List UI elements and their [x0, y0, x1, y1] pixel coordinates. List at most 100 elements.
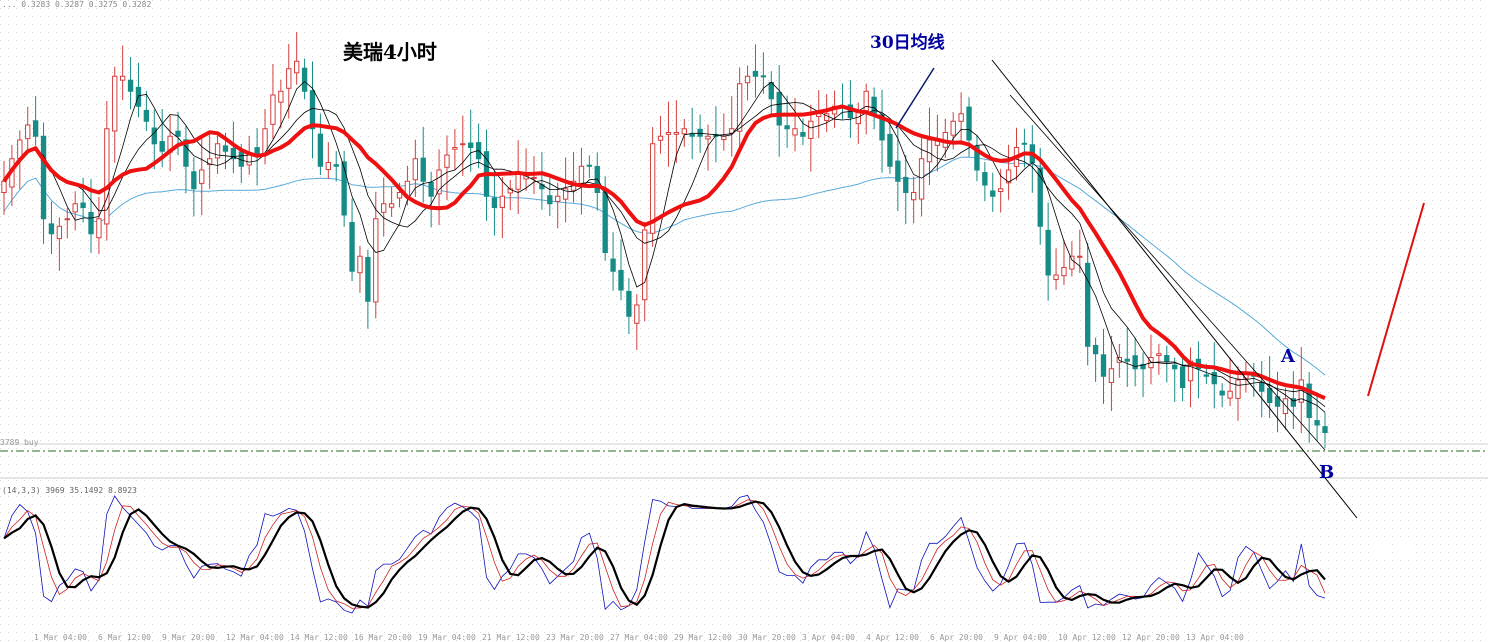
candle-body: [317, 133, 324, 167]
candle-body: [602, 191, 608, 253]
candle-body: [689, 133, 695, 137]
candle-body: [776, 91, 782, 126]
candle-body: [768, 81, 774, 100]
candle-body: [127, 79, 134, 92]
candle-body: [634, 304, 640, 324]
candle-body: [1179, 366, 1186, 388]
candle-body: [507, 188, 513, 194]
candle-body: [151, 127, 157, 145]
candle-body: [214, 143, 221, 159]
candle-body: [1203, 374, 1210, 377]
x-tick-label: 4 Apr 12:00: [866, 633, 919, 642]
candle-body: [1085, 262, 1091, 347]
oscillator-header: (14,3,3) 3969 35.1492 8.8923: [2, 486, 137, 495]
annotation-layer: [895, 59, 1425, 519]
candle-body: [555, 195, 561, 202]
candle-body: [657, 135, 664, 141]
candle-body: [32, 120, 39, 137]
candle-body: [1, 180, 7, 193]
candle-body: [665, 132, 672, 135]
candle-body: [863, 90, 869, 112]
x-tick-label: 9 Mar 20:00: [162, 633, 215, 642]
candle-body: [1156, 353, 1162, 357]
candle-body: [143, 109, 150, 122]
candle-body: [230, 147, 237, 160]
candle-body: [191, 171, 197, 190]
title-box: 美瑞4小时: [340, 32, 482, 96]
candle-body: [895, 160, 901, 182]
candle-body: [460, 143, 466, 146]
candle-body: [199, 169, 205, 184]
candle-body: [808, 120, 814, 139]
candle-body: [760, 75, 767, 78]
candle-body: [412, 158, 419, 181]
x-tick-label: 30 Mar 20:00: [738, 633, 796, 642]
osc-mid-line: [3, 499, 1326, 609]
blank-block: [1374, 542, 1392, 560]
candle-body: [1235, 379, 1241, 399]
candle-body: [436, 169, 442, 195]
candle-body: [784, 125, 790, 130]
candle-body: [515, 173, 521, 190]
candle-body: [1045, 229, 1051, 276]
candle-body: [72, 203, 78, 213]
candle-body: [1005, 169, 1012, 184]
candle-body: [1061, 267, 1067, 277]
x-tick-label: 21 Mar 12:00: [482, 633, 540, 642]
candle-body: [800, 132, 806, 137]
candle-body: [333, 164, 339, 167]
candle-body: [270, 94, 276, 125]
candle-body: [982, 172, 988, 186]
candle-body: [183, 139, 189, 167]
candle-body: [222, 145, 229, 152]
candle-body: [1266, 387, 1273, 404]
candle-body: [175, 130, 181, 137]
x-tick-label: 10 Apr 12:00: [1058, 633, 1116, 642]
candle-body: [1069, 255, 1075, 270]
candle-body: [673, 132, 680, 135]
candle-body: [752, 70, 759, 77]
candle-body: [1100, 354, 1107, 377]
candle-body: [1164, 355, 1170, 362]
candle-body: [325, 162, 331, 171]
candle-body: [729, 128, 735, 134]
candle-body: [1140, 363, 1146, 370]
oscillator-panel: [3, 494, 1326, 614]
candle-body: [1290, 398, 1297, 407]
x-tick-label: 29 Mar 12:00: [674, 633, 732, 642]
candle-body: [1132, 355, 1138, 370]
ma-annotation-label: 30日均线: [870, 33, 945, 53]
candle-body: [744, 75, 751, 84]
candle-body: [1259, 382, 1265, 392]
candle-body: [428, 181, 434, 197]
ma-fast-line: [3, 80, 1326, 413]
candle-body: [887, 133, 893, 167]
chart-title: 美瑞4小时: [343, 40, 437, 64]
candle-body: [736, 83, 743, 132]
candle-body: [547, 195, 553, 205]
candle-body: [1227, 390, 1233, 399]
x-tick-label: 13 Apr 04:00: [1186, 633, 1244, 642]
candle-body: [88, 211, 94, 235]
candle-body: [357, 255, 363, 274]
candle-body: [246, 154, 252, 166]
projection-line: [1367, 202, 1425, 397]
candle-body: [444, 154, 450, 168]
candle-body: [278, 90, 284, 103]
osc-fast-line: [3, 494, 1326, 614]
candle-body: [56, 225, 63, 240]
candle-body: [1037, 167, 1043, 227]
current-price-tag: 3789 buy: [0, 438, 39, 447]
x-tick-label: 12 Mar 04:00: [226, 633, 284, 642]
candle-body: [998, 188, 1004, 192]
ma-slow-line: [3, 156, 1326, 376]
candle-body: [1124, 358, 1130, 362]
candle-body: [926, 139, 933, 163]
candle-body: [159, 141, 165, 152]
ma-pointer-arrow: [895, 67, 935, 129]
candle-body: [349, 221, 355, 272]
candle-body: [294, 60, 300, 74]
